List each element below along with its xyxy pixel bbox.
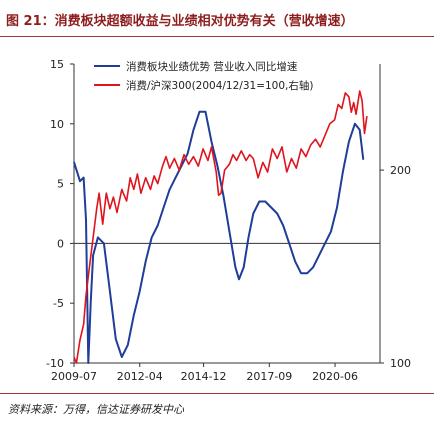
x-tick-label: 2012-04 [117,370,163,383]
y-left-tick-label: 15 [50,58,64,71]
x-tick-label: 2009-07 [51,370,97,383]
chart-svg: -10 -5 0 5 10 15 100 200 2009-07 2012-04 2014-12 20… [46,58,411,383]
series-line-blue [73,110,365,364]
y-left-tick-label: 10 [50,118,64,131]
legend-label-red: 消费/沪深300(2004/12/31=100,右轴) [126,79,313,92]
title-rule [0,36,434,37]
x-tick-label: 2014-12 [181,370,227,383]
y-right-tick-label: 100 [390,357,411,370]
y-left-tick-label: -5 [53,297,64,310]
figure-title: 图 21：消费板块超额收益与业绩相对优势有关（营收增速） [6,14,354,29]
x-tick-label: 2017-09 [246,370,292,383]
source-note: 资料来源：万得，信达证券研发中心 [8,403,184,416]
y-left-tick-label: 5 [57,178,64,191]
footer-rule [0,393,434,394]
y-left-tick-label: -10 [46,357,64,370]
legend-label-blue: 消费板块业绩优势 营业收入同比增速 [126,60,298,73]
y-left-tick-label: 0 [57,237,64,250]
y-right-tick-label: 200 [390,164,411,177]
x-tick-label: 2020-06 [312,370,358,383]
figure-header: 图 21：消费板块超额收益与业绩相对优势有关（营收增速） [0,0,434,40]
series-line-red [73,90,368,364]
